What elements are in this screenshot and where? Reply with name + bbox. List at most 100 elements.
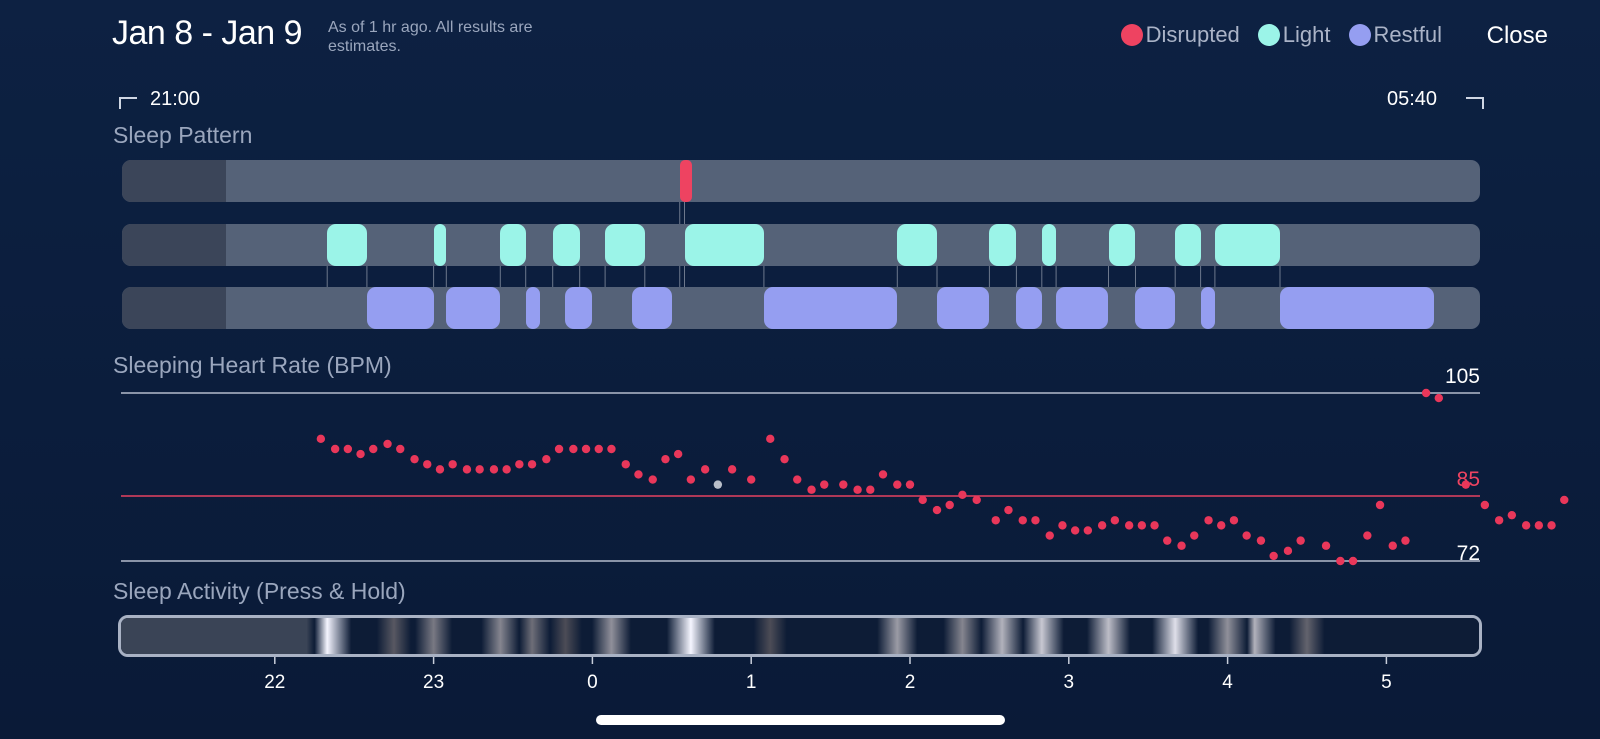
heart-rate-point	[1163, 536, 1172, 545]
heart-rate-point	[1507, 510, 1517, 520]
heart-rate-point	[727, 465, 737, 474]
axis-tick-label: 2	[905, 672, 916, 693]
heart-rate-point	[893, 480, 902, 489]
heart-rate-point	[1070, 526, 1080, 535]
restful-segment	[446, 287, 501, 329]
heart-rate-point	[330, 444, 340, 454]
heart-rate-point-neutral	[713, 480, 723, 489]
heart-rate-point	[607, 444, 616, 454]
restful-track[interactable]	[122, 287, 1480, 329]
light-segment	[897, 224, 937, 266]
pre-sleep-region	[122, 287, 226, 329]
heart-rate-point	[1110, 516, 1120, 525]
estimate-note: As of 1 hr ago. All results are estimate…	[328, 19, 533, 55]
restful-segment	[1056, 287, 1109, 329]
heart-rate-point	[1018, 516, 1027, 525]
legend-restful-label: Restful	[1373, 22, 1442, 47]
light-segment	[327, 224, 367, 266]
end-time: 05:40	[1387, 88, 1438, 110]
heart-rate-point	[1401, 536, 1410, 545]
heart-rate-point	[1480, 500, 1490, 510]
close-button[interactable]: Close	[1486, 22, 1548, 49]
heart-rate-point	[1256, 536, 1266, 545]
heart-rate-point	[648, 475, 657, 484]
axis-tick-label: 5	[1381, 672, 1392, 693]
heart-rate-point	[396, 444, 405, 454]
restful-segment	[936, 287, 990, 329]
heart-rate-point	[1137, 521, 1147, 530]
heart-rate-point	[1348, 556, 1358, 566]
heart-rate-point	[1375, 500, 1385, 510]
heart-rate-point	[369, 444, 378, 454]
heart-rate-point	[621, 460, 630, 469]
light-segment	[605, 224, 645, 266]
axis-tick-label: 0	[587, 672, 598, 693]
heart-rate-point	[1296, 536, 1305, 545]
legend-disrupted: Disrupted	[1120, 22, 1240, 48]
heart-rate-point	[1547, 521, 1556, 530]
heart-rate-point	[661, 454, 670, 464]
restful-segment	[1135, 287, 1176, 329]
activity-heatmap	[121, 618, 1479, 654]
heart-rate-point	[918, 495, 927, 505]
heart-rate-point	[462, 465, 472, 474]
heart-rate-point	[475, 465, 484, 474]
heart-rate-point	[673, 449, 683, 459]
heart-rate-point	[820, 480, 829, 489]
heart-rate-point	[1421, 388, 1431, 398]
heart-rate-point	[502, 465, 511, 474]
light-swatch	[1257, 24, 1280, 46]
heart-rate-point	[1534, 521, 1544, 530]
restful-segment	[763, 287, 898, 329]
heart-rate-point	[410, 454, 419, 464]
heart-rate-points	[316, 388, 1569, 566]
legend-disrupted-label: Disrupted	[1145, 22, 1240, 47]
restful-segment	[1200, 287, 1215, 329]
sleep-activity-label: Sleep Activity (Press & Hold)	[113, 578, 406, 604]
heart-rate-point	[958, 490, 967, 500]
heart-rate-point	[448, 460, 457, 469]
heart-rate-point	[423, 460, 432, 469]
heart-rate-point	[435, 465, 445, 474]
heart-rate-point	[1083, 526, 1093, 535]
restful-segment	[1280, 287, 1435, 329]
heart-rate-point	[1269, 551, 1278, 561]
axis-tick-label: 4	[1222, 672, 1233, 693]
home-indicator[interactable]	[596, 715, 1005, 725]
heart-rate-point	[542, 454, 551, 464]
heart-rate-point	[1388, 541, 1397, 550]
sleep-activity-bar[interactable]	[118, 615, 1482, 657]
heart-rate-point	[1521, 521, 1531, 530]
start-bracket-icon	[119, 97, 137, 109]
disrupted-segment	[679, 160, 692, 202]
heart-rate-point	[1363, 531, 1372, 540]
heart-rate-point	[527, 460, 537, 469]
heart-rate-point	[991, 516, 1000, 525]
heart-rate-point	[515, 460, 524, 469]
heart-rate-point	[945, 500, 954, 510]
heart-rate-point	[594, 444, 603, 454]
disrupted-track[interactable]	[122, 160, 1480, 202]
axis-tick-label: 23	[423, 672, 444, 693]
heart-rate-point	[1045, 531, 1054, 540]
heart-rate-point	[853, 485, 862, 494]
light-track[interactable]	[122, 224, 1480, 266]
max-value: 105	[1445, 365, 1480, 388]
heart-rate-point	[747, 475, 756, 484]
heart-rate-point	[1242, 531, 1251, 540]
heart-rate-point	[686, 475, 696, 484]
axis-tick-label: 22	[264, 672, 285, 693]
heart-rate-point	[1560, 495, 1569, 505]
heart-rate-point	[554, 444, 564, 454]
heart-rate-point	[932, 505, 942, 515]
heart-rate-point	[1229, 516, 1239, 525]
pre-sleep-region	[122, 224, 226, 266]
heart-rate-point	[316, 434, 326, 444]
date-range-title: Jan 8 - Jan 9	[112, 14, 303, 52]
heart-rate-point	[807, 485, 816, 494]
heart-rate-point	[1434, 393, 1444, 403]
light-segment	[684, 224, 764, 266]
heart-rate-point	[793, 475, 802, 484]
